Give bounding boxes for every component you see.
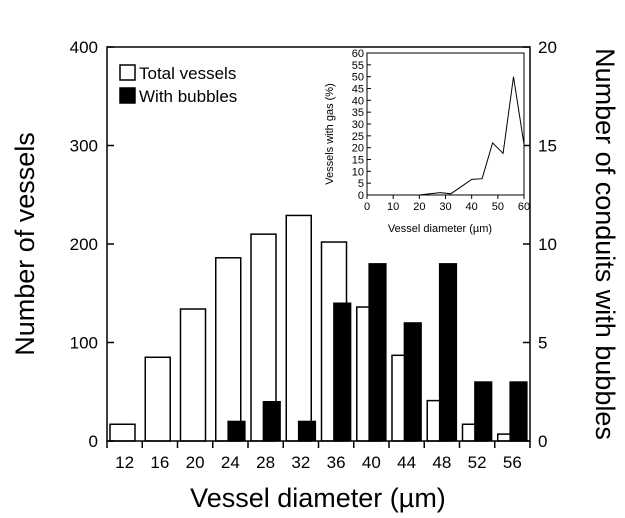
bar-with-bubbles-48 <box>438 263 458 442</box>
right-axis-tick-label: 5 <box>538 334 547 353</box>
inset-x-tick-label: 10 <box>387 201 399 213</box>
legend-swatch-total-vessels <box>119 64 136 81</box>
bar-with-bubbles-40 <box>368 263 387 442</box>
inset-y-tick-label: 35 <box>352 107 364 119</box>
inset-x-tick-label: 30 <box>439 201 451 213</box>
inset-x-tick-label: 0 <box>364 201 370 213</box>
inset-y-tick-label: 25 <box>352 131 364 143</box>
inset-x-tick-label: 20 <box>413 201 425 213</box>
right-axis-title: Number of conduits with bubbles <box>590 48 620 440</box>
bar-with-bubbles-36 <box>333 302 352 442</box>
bar-with-bubbles-44 <box>403 322 422 442</box>
bar-total-vessels-24 <box>215 257 242 442</box>
x-axis-tick-label: 16 <box>150 453 169 472</box>
inset-frame <box>366 52 525 196</box>
x-axis-tick-label: 40 <box>362 453 381 472</box>
inset-y-tick-label: 20 <box>352 143 364 155</box>
x-axis-tick-label: 52 <box>468 453 487 472</box>
inset-y-tick-label: 30 <box>352 119 364 131</box>
x-axis-tick-label: 28 <box>256 453 275 472</box>
left-axis: 0 100 200 300 400 <box>70 38 114 451</box>
legend-label-total-vessels: Total vessels <box>139 64 236 83</box>
inset-y-tick-label: 10 <box>352 166 364 178</box>
inset-line <box>419 76 525 196</box>
inset-x-axis-title: Vessel diameter (µm) <box>388 223 492 235</box>
left-axis-tick-label: 400 <box>70 38 98 57</box>
left-axis-tick-label: 0 <box>89 432 98 451</box>
x-axis-tick-label: 56 <box>503 453 522 472</box>
bar-total-vessels-16 <box>144 356 171 442</box>
x-axis-tick-label: 44 <box>397 453 416 472</box>
bar-total-vessels-32 <box>285 214 312 442</box>
bar-with-bubbles-56 <box>509 381 528 442</box>
x-axis-tick-label: 32 <box>291 453 310 472</box>
left-axis-tick-label: 100 <box>70 334 98 353</box>
legend-label-with-bubbles: With bubbles <box>139 87 237 106</box>
left-axis-title: Number of vessels <box>10 132 40 356</box>
inset-x-tick-label: 50 <box>492 201 504 213</box>
left-axis-tick-label: 200 <box>70 235 98 254</box>
right-axis-tick-label: 0 <box>538 432 547 451</box>
x-axis-title: Vessel diameter (µm) <box>190 483 446 513</box>
inset-y-tick-label: 55 <box>352 60 364 72</box>
inset-y-tick-label: 40 <box>352 95 364 107</box>
x-axis-tick-label: 12 <box>115 453 134 472</box>
x-axis-tick-label: 48 <box>432 453 451 472</box>
bar-with-bubbles-32 <box>297 420 317 442</box>
bar-total-vessels-12 <box>109 423 136 442</box>
bar-with-bubbles-24 <box>227 420 246 442</box>
right-axis: 0 5 10 15 20 <box>523 38 557 451</box>
inset-y-tick-label: 5 <box>358 178 364 190</box>
x-axis-tick-label: 20 <box>186 453 205 472</box>
x-axis-tick-label: 36 <box>327 453 346 472</box>
left-axis-tick-label: 300 <box>70 137 98 156</box>
right-axis-tick-label: 10 <box>538 235 557 254</box>
bar-with-bubbles-28 <box>262 401 281 442</box>
bar-total-vessels-20 <box>179 308 207 442</box>
right-axis-tick-label: 20 <box>538 38 557 57</box>
inset-y-tick-label: 45 <box>352 84 364 96</box>
inset-y-tick-label: 15 <box>352 155 364 167</box>
legend: Total vessels With bubbles <box>119 64 237 106</box>
x-axis: 12 16 20 24 28 32 36 40 44 48 52 56 <box>106 441 531 472</box>
bar-with-bubbles-52 <box>474 381 493 442</box>
right-axis-tick-label: 15 <box>538 137 557 156</box>
inset-y-tick-label: 0 <box>358 190 364 202</box>
x-axis-tick-label: 24 <box>221 453 240 472</box>
inset-y-axis-title: Vessels with gas (%) <box>324 83 336 184</box>
inset-y-tick-label: 60 <box>352 48 364 60</box>
inset-y-tick-label: 50 <box>352 72 364 84</box>
legend-swatch-with-bubbles <box>119 87 136 104</box>
main-bars <box>109 214 528 442</box>
inset-x-tick-label: 40 <box>466 201 478 213</box>
inset-x-tick-label: 60 <box>518 201 530 213</box>
